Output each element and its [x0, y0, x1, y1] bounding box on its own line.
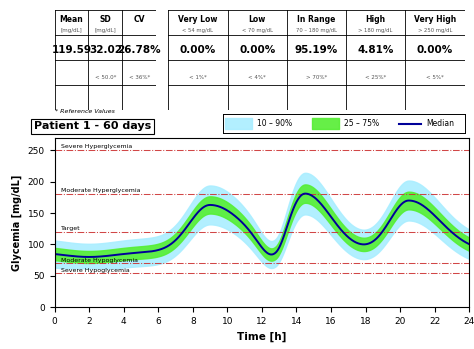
- Text: 4.81%: 4.81%: [357, 45, 394, 55]
- X-axis label: Time [h]: Time [h]: [237, 332, 287, 342]
- Text: < 70 mg/dL: < 70 mg/dL: [242, 28, 273, 34]
- Text: > 70%*: > 70%*: [306, 75, 327, 80]
- Text: < 50.0*: < 50.0*: [95, 75, 116, 80]
- Text: 10 – 90%: 10 – 90%: [256, 119, 292, 128]
- Text: [mg/dL]: [mg/dL]: [61, 28, 82, 34]
- Y-axis label: Glycemia [mg/dL]: Glycemia [mg/dL]: [12, 174, 22, 271]
- Text: < 25%*: < 25%*: [365, 75, 386, 80]
- Text: < 4%*: < 4%*: [248, 75, 266, 80]
- Text: In Range: In Range: [297, 15, 336, 24]
- Text: High: High: [365, 15, 386, 24]
- Text: Severe Hypoglycemia: Severe Hypoglycemia: [62, 268, 130, 273]
- Text: Severe Hyperglycemia: Severe Hyperglycemia: [62, 144, 133, 149]
- Text: 0.00%: 0.00%: [180, 45, 216, 55]
- Text: 119.59: 119.59: [52, 45, 91, 55]
- Text: 0.00%: 0.00%: [239, 45, 275, 55]
- Text: Moderate Hypoglycemia: Moderate Hypoglycemia: [62, 258, 138, 263]
- Text: Target: Target: [62, 226, 81, 231]
- Text: Very Low: Very Low: [178, 15, 218, 24]
- Text: > 180 mg/dL: > 180 mg/dL: [358, 28, 393, 34]
- Text: * Reference Values: * Reference Values: [55, 110, 114, 114]
- Text: Patient 1 - 60 days: Patient 1 - 60 days: [34, 121, 151, 131]
- Text: < 1%*: < 1%*: [189, 75, 207, 80]
- Text: [mg/dL]: [mg/dL]: [95, 28, 116, 34]
- Text: Median: Median: [426, 119, 454, 128]
- Text: Very High: Very High: [414, 15, 456, 24]
- Text: 0.00%: 0.00%: [417, 45, 453, 55]
- Text: Mean: Mean: [60, 15, 83, 24]
- Text: < 5%*: < 5%*: [426, 75, 444, 80]
- Text: < 36%*: < 36%*: [129, 75, 150, 80]
- Text: 26.78%: 26.78%: [118, 45, 161, 55]
- Text: 95.19%: 95.19%: [295, 45, 338, 55]
- Text: 25 – 75%: 25 – 75%: [344, 119, 379, 128]
- Text: CV: CV: [134, 15, 145, 24]
- Text: < 54 mg/dL: < 54 mg/dL: [182, 28, 213, 34]
- Text: Low: Low: [248, 15, 266, 24]
- Text: 70 – 180 mg/dL: 70 – 180 mg/dL: [296, 28, 337, 34]
- Text: > 250 mg/dL: > 250 mg/dL: [418, 28, 452, 34]
- Text: Moderate Hyperglycemia: Moderate Hyperglycemia: [62, 188, 141, 193]
- Text: 32.02: 32.02: [89, 45, 122, 55]
- Text: SD: SD: [100, 15, 111, 24]
